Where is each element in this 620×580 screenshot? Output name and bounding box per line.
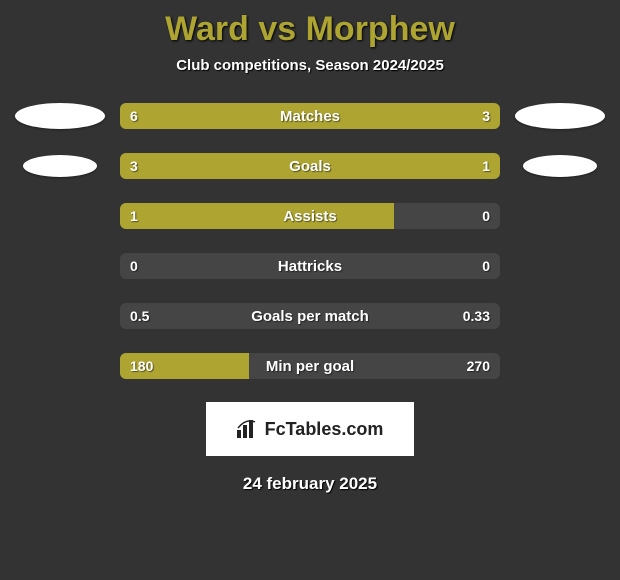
subtitle: Club competitions, Season 2024/2025 [0,57,620,74]
stat-bar-track: Matches63 [120,103,500,129]
stat-bar-right [405,153,500,179]
right-player-badge [510,352,610,380]
stat-bar-track: Goals per match0.50.33 [120,303,500,329]
left-player-badge [10,302,110,330]
left-player-badge [10,102,110,130]
stat-bar-left [120,103,373,129]
comparison-chart: Matches63 Goals31 Assists10 Hattricks00 Goal… [0,102,620,380]
stat-bar-left [120,353,249,379]
logo-text: FcTables.com [265,419,384,440]
right-player-badge [510,152,610,180]
stat-row: Goals31 [10,152,610,180]
page-title: Ward vs Morphew [0,0,620,49]
right-player-badge [510,202,610,230]
stat-bar-left [120,153,405,179]
right-player-badge [510,252,610,280]
fctables-logo: FcTables.com [206,402,414,456]
stat-bar-track: Hattricks00 [120,253,500,279]
stat-bar-right [373,103,500,129]
left-player-badge [10,202,110,230]
stat-row: Goals per match0.50.33 [10,302,610,330]
stat-bar-track: Assists10 [120,203,500,229]
left-player-badge [10,352,110,380]
stat-bar-track: Min per goal180270 [120,353,500,379]
stat-bar-left [120,203,394,229]
right-player-badge [510,102,610,130]
logo-bars-icon [237,420,259,438]
stat-row: Matches63 [10,102,610,130]
right-player-badge [510,302,610,330]
left-player-badge [10,152,110,180]
left-player-badge [10,252,110,280]
stat-row: Assists10 [10,202,610,230]
stat-row: Min per goal180270 [10,352,610,380]
date-text: 24 february 2025 [0,474,620,494]
stat-row: Hattricks00 [10,252,610,280]
stat-bar-track: Goals31 [120,153,500,179]
